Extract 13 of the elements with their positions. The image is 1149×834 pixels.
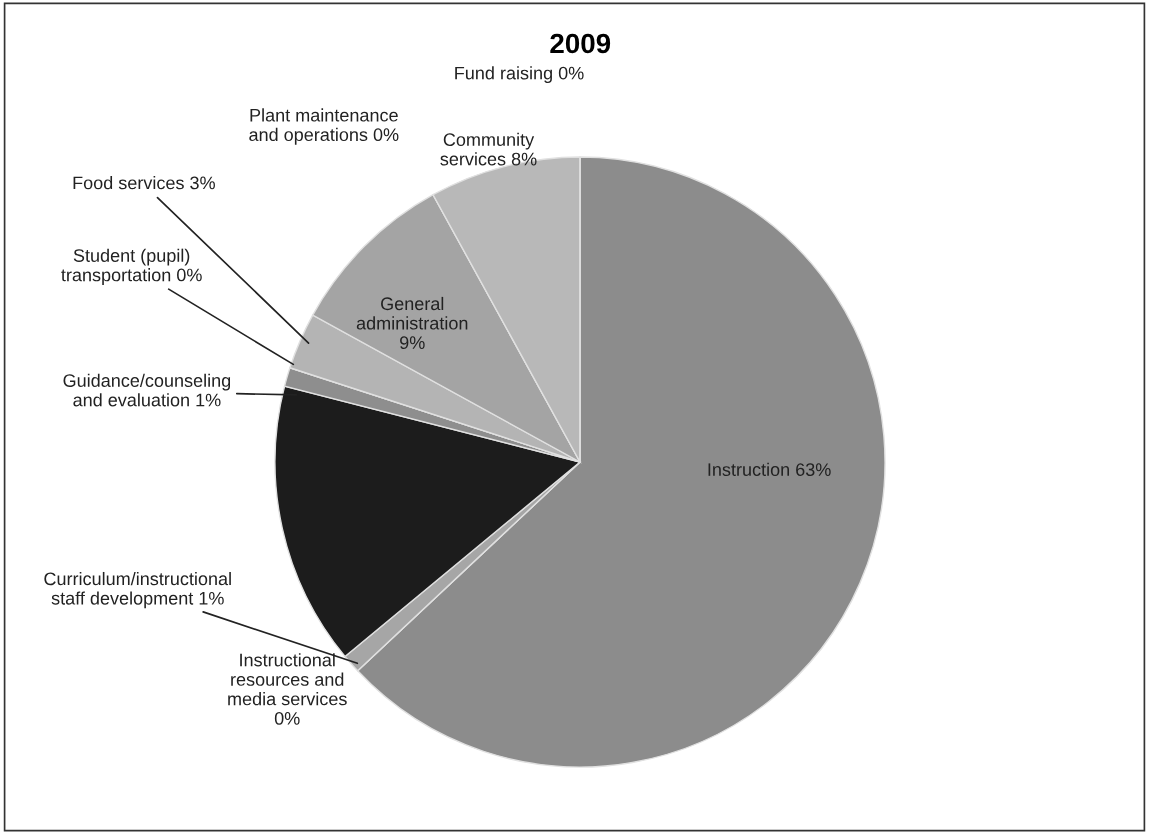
category-label: Student (pupil) transportation 0% — [61, 248, 202, 285]
slice-label: Community services 8% — [440, 132, 537, 166]
slice-label: Guidance/counseling and evaluation 1% — [63, 373, 231, 407]
slice-label: Curriculum/instructional staff development 1% — [44, 571, 231, 609]
chart-title: 2009 — [550, 33, 611, 54]
slice-label: General administration — [356, 296, 468, 330]
slice-label: Instruction 63% — [708, 462, 831, 476]
text: 0% — [274, 711, 300, 725]
data-label: 9% — [400, 336, 425, 350]
slice-label: Food services 3% — [73, 176, 215, 190]
category-label: Instructional resources and media services — [228, 653, 347, 706]
category-label: Fund raising 0% — [455, 66, 584, 84]
category-label: Plant maintenance and operations 0% — [249, 108, 399, 145]
